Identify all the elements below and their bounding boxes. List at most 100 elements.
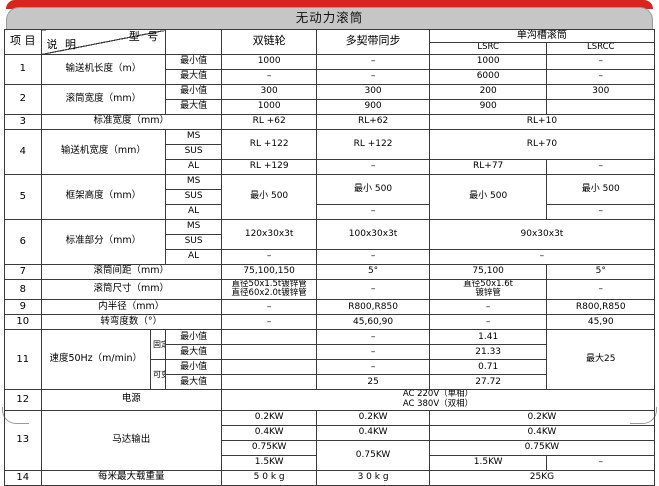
- row-desc: 转弯度数（°）: [40, 314, 222, 331]
- row-no: 2: [4, 83, 42, 115]
- cell-value: RL+70: [428, 128, 656, 160]
- header-model: 型 号: [128, 30, 161, 43]
- row-desc: 速度50Hz（m/min）: [40, 329, 152, 391]
- cell-value: –: [546, 68, 655, 85]
- table-row: 14 每米最大载重量 5 0 k g 3 0 k g 25KG: [4, 469, 656, 486]
- row-sub-label: SUS: [165, 188, 222, 205]
- cell-value: –: [316, 158, 430, 175]
- cell-value: 1.5KW: [220, 454, 318, 471]
- row-mode-variable-label: 可变: [150, 359, 167, 391]
- cell-value: 25KG: [428, 469, 656, 486]
- table-row: 6 标准部分（mm） MS 120x30x3t 100x30x3t 90x30x…: [4, 218, 656, 265]
- row-sub-label: 最小值: [165, 53, 222, 70]
- row-desc: 马达输出: [40, 409, 222, 471]
- cell-value: 最小 500: [546, 173, 655, 205]
- row-sub-label: SUS: [165, 143, 222, 160]
- cell-value: [220, 344, 318, 361]
- header-item: 项 目: [4, 29, 42, 55]
- header-model-col-spacer: [165, 29, 222, 55]
- cell-value: –: [316, 278, 430, 301]
- row-sub-label: AL: [165, 248, 222, 265]
- row-no: 7: [4, 263, 42, 280]
- table-row: 11 速度50Hz（m/min） 固定 最小值 – 1.41 最大25: [4, 329, 655, 391]
- power-line-2: AC 380V（双相）: [402, 398, 474, 409]
- row-desc: 每米最大载重量: [40, 469, 222, 486]
- row-desc: 滚筒尺寸（mm）: [40, 278, 222, 301]
- row-desc: 输送机长度（m）: [40, 53, 167, 85]
- row-sub-label: MS: [165, 128, 222, 145]
- row-sub-label: 最大值: [165, 98, 222, 115]
- row-desc: 标准宽度（mm）: [40, 113, 222, 130]
- table-row: 2 滚筒宽度（mm） 最小值 300 300 200 300: [4, 83, 655, 115]
- banner-gray-bar: [6, 7, 653, 29]
- cell-value: RL+62: [316, 113, 430, 130]
- header-group-single-groove: 单沟槽滚筒: [428, 29, 656, 43]
- table-row: 7 滚筒间距（mm） 75,100,150 5° 75,100 5°: [4, 263, 655, 280]
- table-row: 最大值 1000 900 900: [5, 98, 655, 115]
- cell-value: 120x30x3t: [220, 218, 318, 250]
- cell-line-2: 直径60x2.0t镀锌管: [231, 288, 307, 299]
- table-row: 12 电源 AC 220V（单相） AC 380V（双相）: [4, 389, 656, 411]
- table-row: 1 输送机长度（m） 最小值 1000 – 1000 –: [4, 53, 655, 85]
- page-title: 无动力滚筒: [295, 10, 364, 25]
- cell-value: 45,60,90: [316, 314, 430, 331]
- cell-value: RL+77: [428, 158, 548, 175]
- row-sub-label: AL: [165, 158, 222, 175]
- cell-value: 直径50x1.6t 镀锌管: [428, 278, 548, 301]
- cell-value: 75,100: [428, 263, 548, 280]
- cell-value: 21.33: [428, 344, 548, 361]
- cell-value: R800,R850: [316, 299, 430, 316]
- cell-value: 最小 500: [316, 173, 430, 205]
- cell-value: –: [220, 314, 318, 331]
- cell-value: 300: [546, 83, 655, 100]
- row-no: 6: [4, 218, 42, 265]
- table-row: 可变 最小值 – 0.71: [5, 359, 655, 391]
- table-row: 10 转弯度数（°） – 45,60,90 – 45,90: [4, 314, 655, 331]
- header-sub-lsrc: LSRC: [428, 41, 548, 55]
- header-sub-lsrcc: LSRCC: [546, 41, 655, 55]
- table-row: 最大值 25 27.72: [5, 374, 655, 391]
- cell-value: 45,90: [546, 314, 655, 331]
- cell-value: –: [316, 359, 430, 376]
- cell-value: 直径50x1.5t镀锌管 直径60x2.0t镀锌管: [220, 278, 318, 301]
- banner-red-stripe: [6, 0, 653, 9]
- cell-value: 75,100,150: [220, 263, 318, 280]
- cell-value: [220, 359, 318, 376]
- cell-value: –: [428, 248, 656, 265]
- row-desc: 框架高度（mm）: [40, 173, 167, 220]
- specification-table: 项 目 说 明 型 号 双链轮 多契带同步 单沟槽滚筒 LSRC LSRCC 1…: [4, 29, 656, 486]
- cell-value: –: [546, 278, 655, 301]
- cell-value: R800,R850: [546, 299, 655, 316]
- header-desc: 说 明: [46, 37, 78, 51]
- row-sub-label: MS: [165, 173, 222, 190]
- row-no: 10: [4, 314, 42, 331]
- cell-line-1: 直径50x1.5t镀锌管: [231, 279, 307, 289]
- cell-value: 300: [316, 83, 430, 100]
- cell-value: –: [316, 344, 430, 361]
- header-group-multi-belt: 多契带同步: [316, 29, 430, 55]
- cell-value: –: [220, 68, 318, 85]
- power-line-1: AC 220V（单相）: [402, 389, 474, 400]
- cell-value: –: [316, 203, 430, 220]
- cell-value: 1000: [428, 53, 548, 70]
- row-no: 3: [4, 113, 42, 130]
- row-no: 4: [4, 128, 42, 175]
- cell-value: 1.41: [428, 329, 548, 346]
- cell-value: 0.4KW: [428, 424, 656, 441]
- cell-value: –: [428, 299, 548, 316]
- cell-line-1: 直径50x1.6t: [463, 279, 513, 289]
- cell-value: 900: [316, 98, 430, 115]
- table-row: 9 内半径（mm） – R800,R850 – R800,R850: [4, 299, 655, 316]
- cell-value: –: [546, 53, 655, 70]
- cell-value: –: [316, 248, 430, 265]
- row-desc: 内半径（mm）: [40, 299, 222, 316]
- cell-value: –: [546, 454, 655, 471]
- cell-value: RL +122: [220, 128, 318, 160]
- table-row: 最大值 – – 6000 –: [5, 68, 655, 85]
- row-desc: 滚筒宽度（mm）: [40, 83, 167, 115]
- row-sub-label: 最小值: [165, 329, 222, 346]
- cell-value: 最小 500: [428, 173, 548, 220]
- cell-value: 5°: [546, 263, 655, 280]
- cell-value: 0.75KW: [316, 439, 430, 471]
